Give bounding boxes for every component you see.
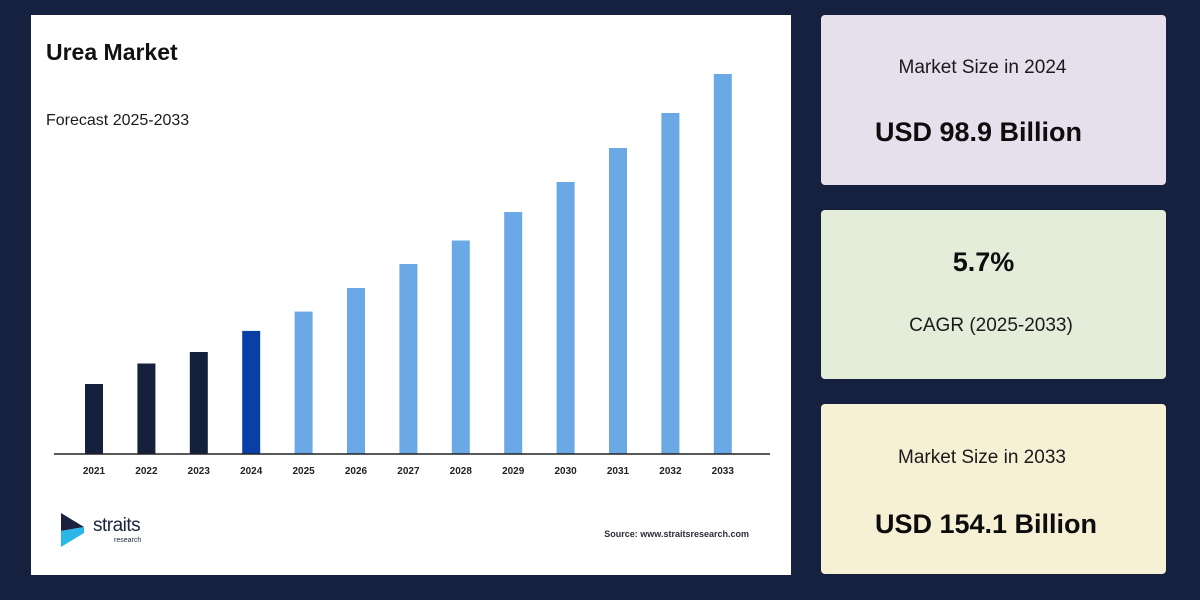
bar-2027 xyxy=(399,264,418,454)
stat-value: 5.7% xyxy=(952,247,1015,277)
x-tick-label-2032: 2032 xyxy=(659,466,682,477)
brand-name: straits xyxy=(93,515,141,536)
bar-2024 xyxy=(242,330,261,454)
bar-2030 xyxy=(556,182,575,454)
stat-card-market-2033: Market Size in 2033 USD 154.1 Billion xyxy=(821,404,1166,574)
x-tick-label-2023: 2023 xyxy=(188,466,211,477)
bar-2023 xyxy=(189,352,208,454)
bar-2029 xyxy=(504,212,523,454)
x-tick-label-2024: 2024 xyxy=(240,466,263,477)
brand-logo: straits research xyxy=(60,511,180,551)
x-tick-label-2025: 2025 xyxy=(292,466,315,477)
bar-2033 xyxy=(713,74,732,454)
bar-2022 xyxy=(137,363,156,454)
x-tick-label-2027: 2027 xyxy=(397,466,420,477)
bar-2028 xyxy=(451,240,470,454)
x-tick-label-2031: 2031 xyxy=(607,466,630,477)
stat-card-cagr: 5.7% CAGR (2025-2033) xyxy=(821,210,1166,379)
chart-panel: Urea Market Forecast 2025-2033 2021 2022 2… xyxy=(31,15,791,575)
stat-value: USD 98.9 Billion xyxy=(874,117,1083,147)
stat-label: Market Size in 2033 xyxy=(898,447,1066,468)
source-note: Source: www.straitsresearch.com xyxy=(604,529,749,539)
bars-group xyxy=(85,74,732,454)
straits-chevron-icon xyxy=(61,513,84,547)
x-tick-label-2021: 2021 xyxy=(83,466,106,477)
chart-subtitle: Forecast 2025-2033 xyxy=(46,112,190,129)
x-tick-label-2029: 2029 xyxy=(502,466,525,477)
bar-2025 xyxy=(294,311,313,454)
x-tick-label-2028: 2028 xyxy=(450,466,473,477)
bar-2021 xyxy=(85,384,103,454)
x-tick-label-2026: 2026 xyxy=(345,466,368,477)
stat-label: CAGR (2025-2033) xyxy=(909,315,1073,336)
bar-chart: 2021 2022 2023 2024 2025 2026 2027 2028 2029 2030… xyxy=(54,74,770,477)
x-tick-label-2022: 2022 xyxy=(135,466,158,477)
bar-2032 xyxy=(661,113,680,454)
stat-card-market-2024: Market Size in 2024 USD 98.9 Billion xyxy=(821,15,1166,185)
bar-2026 xyxy=(347,288,365,454)
bar-2031 xyxy=(609,148,627,454)
x-tick-label-2033: 2033 xyxy=(712,466,735,477)
brand-subtitle: research xyxy=(114,537,142,544)
chart-title: Urea Market xyxy=(46,39,178,65)
stat-label: Market Size in 2024 xyxy=(898,57,1067,78)
x-tick-labels: 2021 2022 2023 2024 2025 2026 2027 2028 2029 2030… xyxy=(83,466,734,477)
x-tick-label-2030: 2030 xyxy=(554,466,577,477)
stat-value: USD 154.1 Billion xyxy=(874,509,1098,539)
